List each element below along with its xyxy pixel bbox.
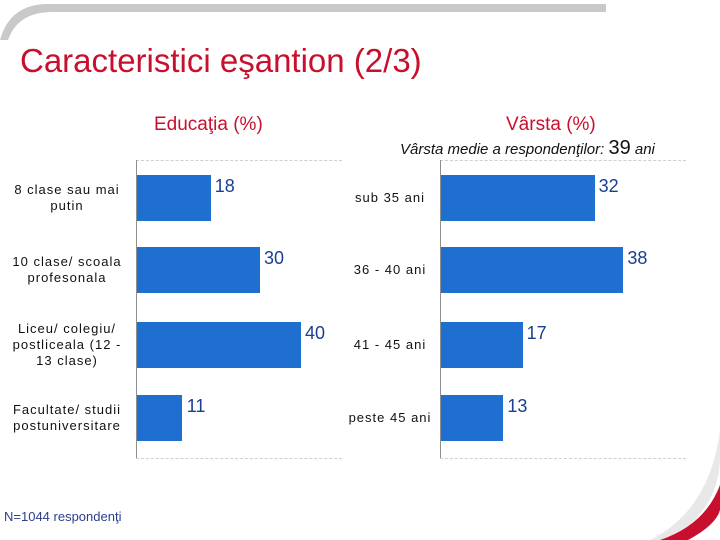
age-value-label-2: 38 xyxy=(627,248,648,268)
education-axis xyxy=(136,160,137,458)
age-subtitle-text: Vârsta medie a respondenţilor: xyxy=(400,141,605,158)
gridline-bottom xyxy=(440,458,686,459)
education-bar-1 xyxy=(137,175,211,221)
age-category-label-3: 41 - 45 ani xyxy=(353,337,427,352)
education-category-label-3: Liceu/ colegiu/ postliceala (12 - 13 cla… xyxy=(12,321,122,368)
education-bar-2 xyxy=(137,247,260,293)
age-subtitle: Vârsta medie a respondenţilor: 39 ani xyxy=(400,137,655,160)
education-value-label-4: 11 xyxy=(186,396,206,416)
education-bar-4 xyxy=(137,395,183,441)
age-category-label-4: peste 45 ani xyxy=(348,410,432,425)
age-value-label-1: 32 xyxy=(598,176,619,196)
corner-decoration xyxy=(650,430,720,540)
age-category-label-2: 36 - 40 ani xyxy=(353,262,427,277)
age-bar-3 xyxy=(441,322,523,368)
average-age-value: 39 xyxy=(608,137,631,159)
gridline-top xyxy=(136,160,342,161)
age-bar-2 xyxy=(441,247,624,293)
education-category-label-2: 10 clase/ scoala profesonala xyxy=(12,254,122,285)
age-chart-title: Vârsta (%) xyxy=(506,114,596,135)
age-category-label-1: sub 35 ani xyxy=(355,190,425,205)
age-bar-1 xyxy=(441,175,595,221)
sample-size-footnote: N=1044 respondenţi xyxy=(4,509,122,524)
education-chart-title: Educaţia (%) xyxy=(154,114,263,135)
age-value-label-3: 17 xyxy=(526,323,547,343)
education-value-label-2: 30 xyxy=(263,248,285,268)
education-value-label-1: 18 xyxy=(214,176,235,196)
top-decoration xyxy=(0,4,606,40)
education-category-label-4: Facultate/ studii postuniversitare xyxy=(12,402,122,433)
education-value-label-3: 40 xyxy=(304,323,326,343)
age-axis xyxy=(440,160,441,458)
gridline-top xyxy=(440,160,686,161)
gridline-bottom xyxy=(136,458,342,459)
education-category-label-1: 8 clase sau mai putin xyxy=(14,182,120,213)
average-age-unit: ani xyxy=(634,141,655,158)
education-bar-3 xyxy=(137,322,301,368)
slide-title: Caracteristici eşantion (2/3) xyxy=(20,42,422,79)
age-bar-4 xyxy=(441,395,504,441)
age-value-label-4: 13 xyxy=(507,396,528,416)
